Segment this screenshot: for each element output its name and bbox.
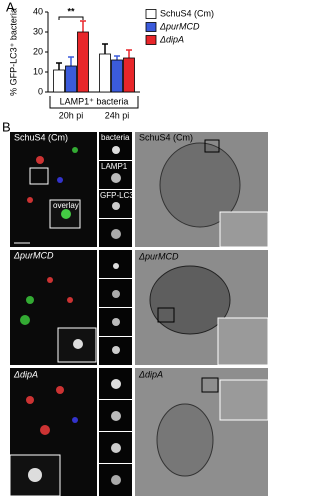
- bar: [123, 57, 135, 93]
- panel-label: A: [6, 0, 15, 14]
- significance-bracket: [58, 16, 84, 20]
- strain-label: ΔpurMCD: [13, 250, 54, 260]
- em-label: ΔdipA: [138, 369, 163, 379]
- fluorescence-images: [10, 132, 132, 247]
- fluorescence-images: [10, 250, 132, 365]
- legend-swatch: [145, 35, 157, 45]
- strain-label: ΔdipA: [13, 369, 38, 379]
- em-label: SchuS4 (Cm): [139, 132, 193, 142]
- legend-swatch: [145, 22, 157, 32]
- significance: **: [67, 6, 75, 16]
- channel-label: bacteria: [101, 133, 130, 142]
- bar: [77, 31, 89, 93]
- em-images: [135, 132, 268, 496]
- fluorescence-images: [9, 368, 132, 497]
- channel-label: overlay: [53, 201, 79, 210]
- y-axis-label: % GFP-LC3⁺ bacteria: [8, 8, 18, 96]
- bar: [99, 53, 111, 93]
- y-tick-label: 0: [38, 86, 43, 96]
- legend-swatch: [145, 9, 157, 19]
- legend-label: ΔdipA: [159, 34, 184, 44]
- group-bracket: [49, 96, 139, 109]
- bar: [111, 59, 123, 93]
- y-tick-label: 30: [33, 26, 43, 36]
- channel-label: GFP-LC3: [100, 191, 134, 200]
- bar: [53, 69, 65, 93]
- y-tick-label: 20: [33, 46, 43, 56]
- strain-label: SchuS4 (Cm): [14, 132, 68, 142]
- y-tick-label: 10: [33, 66, 43, 76]
- y-tick-label: 40: [33, 6, 43, 16]
- legend-label: SchuS4 (Cm): [160, 8, 214, 18]
- x-tick-label: 20h pi: [59, 110, 84, 120]
- panel-label: B: [2, 119, 11, 134]
- group-label: LAMP1⁺ bacteria: [60, 96, 129, 106]
- bar: [65, 65, 77, 93]
- x-tick-label: 24h pi: [105, 110, 130, 120]
- channel-label: LAMP1: [101, 162, 128, 171]
- figure: A B ** LAMP1⁺ bacteria % GFP-LC3⁺ bacter…: [2, 0, 268, 497]
- em-label: ΔpurMCD: [138, 251, 179, 261]
- legend-label: ΔpurMCD: [159, 21, 200, 31]
